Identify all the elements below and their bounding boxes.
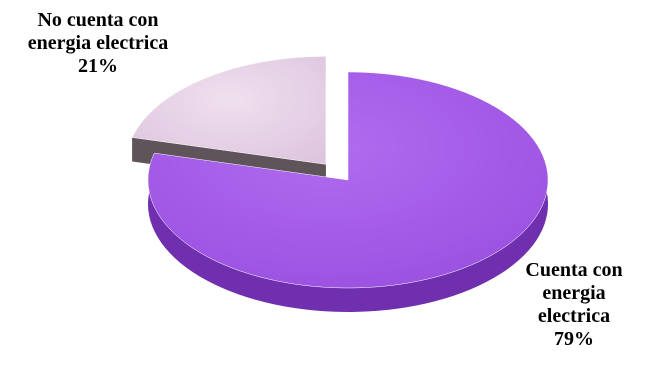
pie-slice-0 bbox=[147, 71, 549, 289]
slice-label-no-cuenta-con-energia: No cuenta con energia electrica 21% bbox=[0, 9, 196, 78]
slice-percent-label: 21% bbox=[78, 55, 118, 77]
slice-label-line: energia bbox=[542, 282, 606, 304]
slice-percent-label: 79% bbox=[554, 328, 594, 350]
pie-slice-1 bbox=[131, 56, 327, 165]
slice-label-line: electrica bbox=[537, 305, 611, 327]
slice-label-line: energia electrica bbox=[27, 32, 169, 54]
slice-label-line: No cuenta con bbox=[37, 9, 159, 31]
slice-label-cuenta-con-energia: Cuenta con energia electrica 79% bbox=[504, 259, 644, 351]
slice-label-line: Cuenta con bbox=[525, 259, 623, 281]
